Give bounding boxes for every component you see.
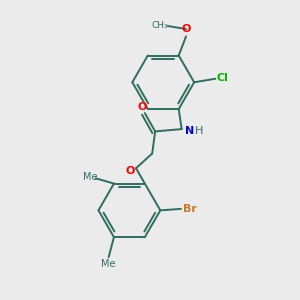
Text: Me: Me <box>82 172 97 182</box>
Text: Me: Me <box>101 259 116 269</box>
Text: N: N <box>185 125 194 136</box>
Text: O: O <box>182 24 191 34</box>
Text: Cl: Cl <box>216 73 228 82</box>
Text: O: O <box>125 166 135 176</box>
Text: H: H <box>195 125 203 136</box>
Text: O: O <box>138 102 147 112</box>
Text: CH₃: CH₃ <box>151 21 168 30</box>
Text: Br: Br <box>183 204 197 214</box>
